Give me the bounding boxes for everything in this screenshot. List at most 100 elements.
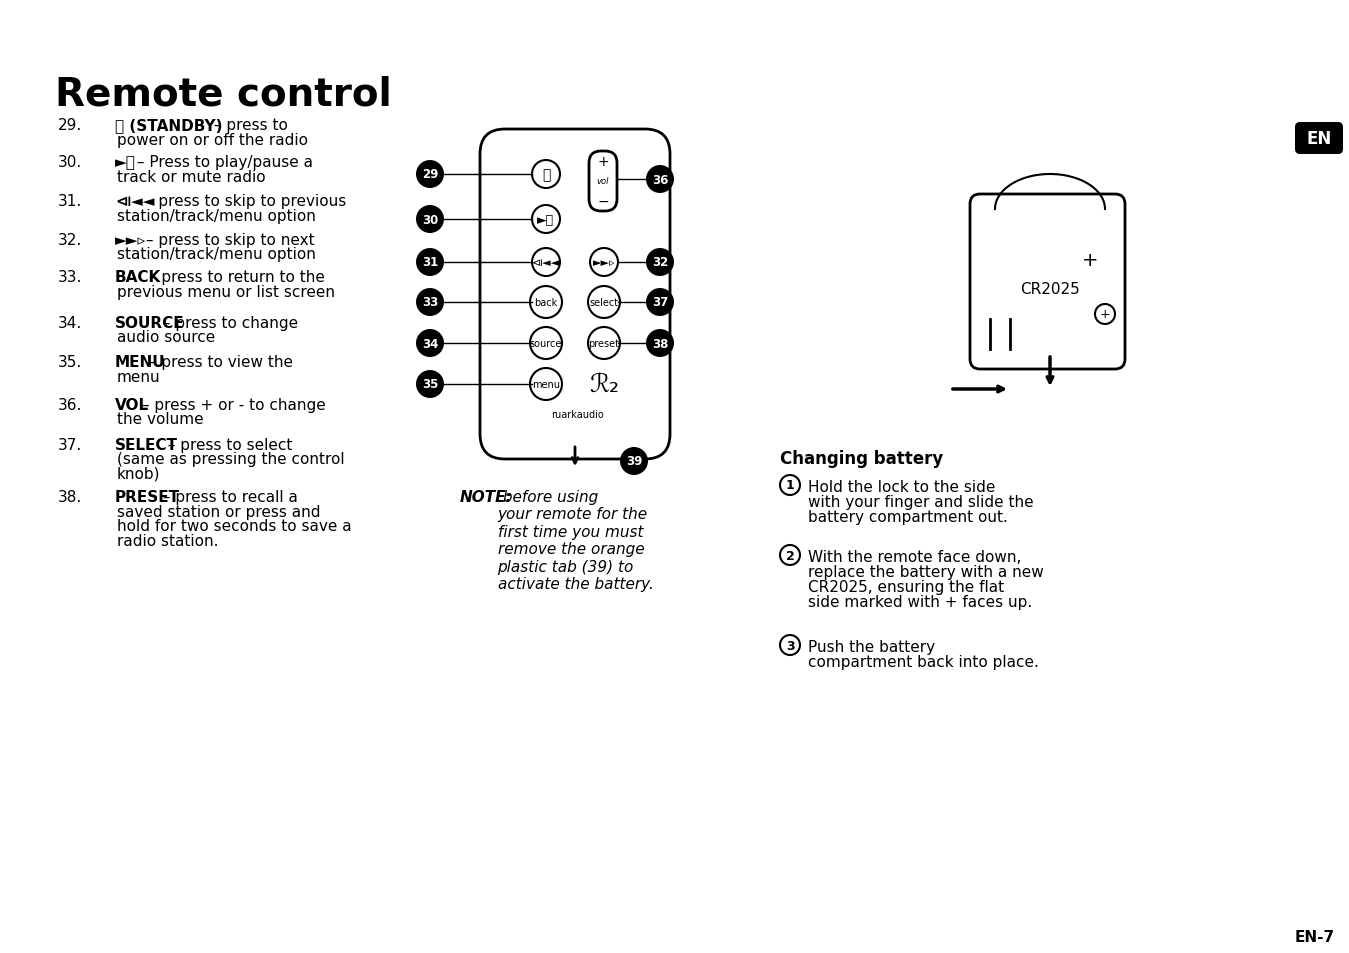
Text: preset: preset <box>588 338 619 349</box>
Text: 29.: 29. <box>58 118 82 132</box>
Text: – press to: – press to <box>209 118 287 132</box>
Text: 36: 36 <box>652 173 668 186</box>
Text: +: + <box>1099 308 1110 321</box>
FancyBboxPatch shape <box>1295 123 1344 154</box>
Circle shape <box>532 206 560 233</box>
Text: ►⏸: ►⏸ <box>537 213 554 226</box>
Text: battery compartment out.: battery compartment out. <box>808 510 1008 524</box>
Text: (same as pressing the control: (same as pressing the control <box>117 452 344 467</box>
Circle shape <box>780 476 800 496</box>
Text: 31: 31 <box>422 256 438 269</box>
Text: 35: 35 <box>422 378 438 391</box>
Text: Remote control: Remote control <box>55 75 391 112</box>
Text: – press to change: – press to change <box>158 315 298 331</box>
Text: +: + <box>1082 251 1098 269</box>
Text: 1: 1 <box>785 479 795 492</box>
Text: Push the battery: Push the battery <box>808 639 935 655</box>
Text: 30.: 30. <box>58 154 82 170</box>
Text: – press to recall a: – press to recall a <box>158 490 298 504</box>
Text: 33: 33 <box>422 296 438 309</box>
Text: PRESET: PRESET <box>115 490 181 504</box>
Circle shape <box>530 328 563 359</box>
Circle shape <box>415 289 444 316</box>
Text: 3: 3 <box>785 639 795 652</box>
Text: 38.: 38. <box>58 490 82 504</box>
Text: – press to view the: – press to view the <box>144 355 293 370</box>
Text: 35.: 35. <box>58 355 82 370</box>
Text: VOL: VOL <box>115 397 150 413</box>
Text: −: − <box>598 194 608 209</box>
Circle shape <box>588 287 621 318</box>
Text: track or mute radio: track or mute radio <box>117 170 266 184</box>
Text: CR2025: CR2025 <box>1020 282 1081 297</box>
Text: Hold the lock to the side: Hold the lock to the side <box>808 479 996 495</box>
Circle shape <box>415 371 444 398</box>
Circle shape <box>780 636 800 656</box>
Circle shape <box>588 328 621 359</box>
Text: radio station.: radio station. <box>117 533 219 548</box>
Text: Changing battery: Changing battery <box>780 450 943 468</box>
Text: ℛ₂: ℛ₂ <box>590 373 619 396</box>
Text: station/track/menu option: station/track/menu option <box>117 209 316 223</box>
Text: – press to skip to previous: – press to skip to previous <box>140 193 345 209</box>
Text: menu: menu <box>532 379 560 390</box>
Circle shape <box>780 545 800 565</box>
Text: 38: 38 <box>652 337 668 350</box>
Text: ►►▹: ►►▹ <box>115 233 146 248</box>
Circle shape <box>415 249 444 276</box>
Text: EN-7: EN-7 <box>1295 929 1336 944</box>
Text: ⏻ (STANDBY): ⏻ (STANDBY) <box>115 118 223 132</box>
Text: – press + or - to change: – press + or - to change <box>136 397 325 413</box>
Text: +: + <box>598 154 608 169</box>
Text: EN: EN <box>1306 130 1331 148</box>
Circle shape <box>1095 305 1116 325</box>
Text: ►►▹: ►►▹ <box>592 257 615 268</box>
Circle shape <box>646 166 674 193</box>
Text: back: back <box>534 297 557 308</box>
Circle shape <box>530 369 563 400</box>
Text: BACK: BACK <box>115 270 162 285</box>
Text: MENU: MENU <box>115 355 166 370</box>
Text: vol: vol <box>596 177 610 186</box>
Text: station/track/menu option: station/track/menu option <box>117 247 316 262</box>
Circle shape <box>415 330 444 357</box>
Text: source: source <box>530 338 563 349</box>
Text: 37.: 37. <box>58 437 82 453</box>
Text: with your finger and slide the: with your finger and slide the <box>808 495 1033 510</box>
Text: replace the battery with a new: replace the battery with a new <box>808 564 1044 579</box>
Text: 32: 32 <box>652 256 668 269</box>
FancyBboxPatch shape <box>590 152 616 212</box>
Text: audio source: audio source <box>117 330 216 345</box>
Text: – press to skip to next: – press to skip to next <box>140 233 314 248</box>
Circle shape <box>646 289 674 316</box>
Text: 2: 2 <box>785 549 795 562</box>
Text: knob): knob) <box>117 467 161 481</box>
Text: 36.: 36. <box>58 397 82 413</box>
Text: 33.: 33. <box>58 270 82 285</box>
Text: select: select <box>590 297 619 308</box>
Circle shape <box>646 249 674 276</box>
Circle shape <box>532 249 560 276</box>
Text: side marked with + faces up.: side marked with + faces up. <box>808 595 1032 609</box>
Text: 37: 37 <box>652 296 668 309</box>
Text: ⧏◄◄: ⧏◄◄ <box>532 257 560 268</box>
Circle shape <box>621 448 648 476</box>
Text: saved station or press and: saved station or press and <box>117 504 321 519</box>
Circle shape <box>415 206 444 233</box>
FancyBboxPatch shape <box>480 130 670 459</box>
Text: 30: 30 <box>422 213 438 226</box>
Text: ruarkaudio: ruarkaudio <box>550 410 603 419</box>
Text: – press to return to the: – press to return to the <box>144 270 325 285</box>
Text: 29: 29 <box>422 169 438 181</box>
Text: 34: 34 <box>422 337 438 350</box>
Text: 39: 39 <box>626 455 642 468</box>
Circle shape <box>415 161 444 189</box>
Text: NOTE:: NOTE: <box>460 490 513 504</box>
Circle shape <box>646 330 674 357</box>
FancyBboxPatch shape <box>970 194 1125 370</box>
Text: hold for two seconds to save a: hold for two seconds to save a <box>117 518 352 534</box>
Circle shape <box>532 161 560 189</box>
Text: power on or off the radio: power on or off the radio <box>117 132 308 148</box>
Text: ⏻: ⏻ <box>542 168 550 182</box>
Text: 34.: 34. <box>58 315 82 331</box>
